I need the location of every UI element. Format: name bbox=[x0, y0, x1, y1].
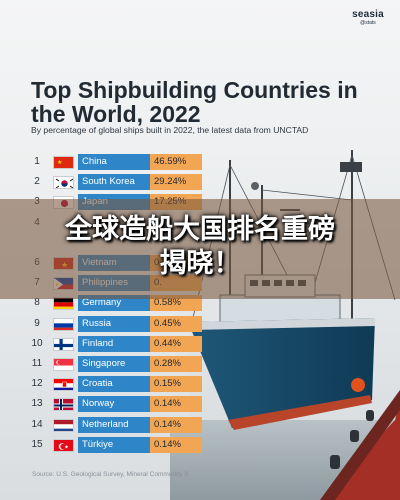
south-korea-flag-icon bbox=[53, 176, 74, 190]
share-value: 0.44% bbox=[150, 335, 202, 352]
netherlands-flag-icon bbox=[53, 418, 74, 432]
logo-handle: @stats bbox=[360, 20, 376, 26]
headline-band bbox=[0, 199, 400, 299]
china-flag-icon: ★ bbox=[53, 156, 74, 169]
rank-number: 14 bbox=[31, 418, 43, 430]
headline-line-1: 全球造船大国排名重磅 bbox=[65, 214, 335, 245]
rank-number: 8 bbox=[34, 297, 40, 309]
share-value: 0.14% bbox=[150, 396, 202, 413]
table-row: 13 Norway 0.14% bbox=[28, 396, 202, 413]
share-value: 46.59% bbox=[150, 154, 202, 170]
russia-flag-icon bbox=[53, 317, 74, 331]
finland-flag-icon bbox=[53, 337, 74, 351]
country-name: Germany bbox=[78, 295, 170, 312]
source-note: Source: U.S. Geological Survey, Mineral … bbox=[32, 471, 189, 478]
table-row: 9 Russia 0.45% bbox=[28, 315, 202, 332]
rank-number: 11 bbox=[31, 358, 43, 369]
rank-number: 10 bbox=[31, 337, 43, 349]
rank-number: 9 bbox=[34, 317, 40, 329]
rank-number: 2 bbox=[34, 176, 40, 188]
share-value: 0.14% bbox=[150, 436, 202, 453]
country-name: Türkiye bbox=[78, 436, 170, 453]
rank-number: 12 bbox=[31, 378, 43, 390]
table-row: 11 Singapore 0.28% bbox=[28, 356, 202, 372]
share-value: 0.15% bbox=[150, 376, 202, 393]
table-row: 10 Finland 0.44% bbox=[28, 335, 202, 352]
brand-logo: seasia @stats bbox=[346, 9, 390, 27]
table-row: 14 Netherland 0.14% bbox=[28, 416, 202, 433]
norway-flag-icon bbox=[53, 398, 74, 412]
rank-number: 1 bbox=[34, 156, 40, 167]
germany-flag-icon bbox=[53, 297, 74, 311]
country-name: China bbox=[78, 154, 170, 170]
country-name: Croatia bbox=[78, 376, 170, 393]
share-value: 0.58% bbox=[150, 295, 202, 312]
country-name: Russia bbox=[78, 315, 170, 332]
singapore-flag-icon bbox=[53, 358, 74, 371]
headline-line-2: 揭晓！ bbox=[159, 248, 241, 279]
logo-name: seasia bbox=[352, 9, 384, 20]
table-row: 2 South Korea 29.24% bbox=[28, 174, 202, 191]
svg-text:★: ★ bbox=[64, 444, 69, 450]
chart-subtitle: By percentage of global ships built in 2… bbox=[31, 125, 309, 135]
table-row: 8 Germany 0.58% bbox=[28, 295, 202, 312]
share-value: 0.14% bbox=[150, 416, 202, 433]
turkiye-flag-icon: ★ bbox=[53, 438, 74, 452]
table-row: 15 ★ Türkiye 0.14% bbox=[28, 436, 202, 453]
country-name: South Korea bbox=[78, 174, 170, 191]
table-row: 12 Croatia 0.15% bbox=[28, 376, 202, 393]
country-name: Finland bbox=[78, 335, 170, 352]
country-name: Netherland bbox=[78, 416, 170, 433]
country-name: Norway bbox=[78, 396, 170, 413]
rank-number: 13 bbox=[31, 398, 43, 410]
svg-text:★: ★ bbox=[57, 159, 62, 166]
share-value: 29.24% bbox=[150, 174, 202, 191]
share-value: 0.28% bbox=[150, 356, 202, 372]
rank-number: 15 bbox=[31, 438, 43, 450]
table-row: 1 ★ China 46.59% bbox=[28, 154, 202, 170]
share-value: 0.45% bbox=[150, 315, 202, 332]
headline: 全球造船大国排名重磅 揭晓！ bbox=[0, 213, 400, 281]
country-name: Singapore bbox=[78, 356, 170, 372]
croatia-flag-icon bbox=[53, 378, 74, 392]
chart-title: Top Shipbuilding Countries in the World,… bbox=[31, 77, 358, 127]
